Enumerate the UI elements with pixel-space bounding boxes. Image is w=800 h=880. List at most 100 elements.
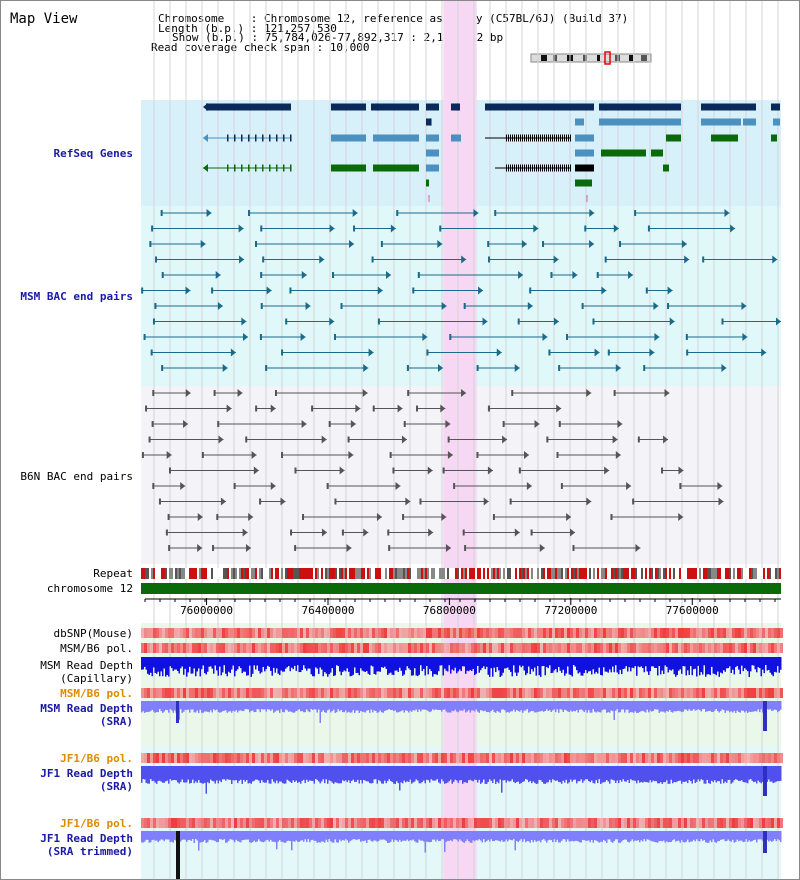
depth-bar	[552, 831, 554, 843]
depth-bar	[283, 657, 285, 672]
depth-bar	[291, 766, 293, 784]
pol-cell	[534, 818, 537, 828]
depth-bar	[291, 831, 293, 851]
depth-bar	[705, 701, 707, 712]
depth-bar	[564, 831, 566, 840]
repeat-element	[475, 568, 477, 579]
pol-cell	[510, 753, 513, 763]
pol-cell	[225, 628, 228, 638]
pol-cell	[759, 818, 762, 828]
pol-cell	[273, 628, 276, 638]
repeat-element	[197, 568, 199, 579]
depth-bar	[748, 657, 750, 677]
depth-bar	[657, 701, 659, 710]
depth-bar	[616, 831, 618, 840]
pol-cell	[459, 753, 462, 763]
pol-cell	[312, 628, 315, 638]
depth-bar	[376, 657, 378, 672]
pol-cell	[480, 688, 483, 698]
gene-exon	[570, 164, 571, 172]
depth-bar	[502, 831, 504, 842]
bac-end-arrow	[502, 435, 508, 444]
depth-bar	[646, 831, 648, 840]
bac-end-arrow	[185, 286, 191, 295]
pol-cell	[732, 818, 735, 828]
pol-cell	[651, 753, 654, 763]
depth-bar	[424, 831, 426, 853]
depth-bar	[574, 657, 576, 667]
depth-bar	[732, 766, 734, 783]
pol-cell	[552, 643, 555, 653]
pol-cell	[663, 643, 666, 653]
pol-cell	[483, 753, 486, 763]
depth-bar	[606, 657, 608, 672]
pol-cell	[234, 628, 237, 638]
repeat-element	[703, 568, 705, 579]
depth-bar	[267, 657, 269, 666]
pol-cell	[309, 688, 312, 698]
repeat-element	[599, 568, 601, 579]
depth-bar	[484, 701, 486, 711]
pol-cell	[447, 753, 450, 763]
pol-cell	[573, 688, 576, 698]
depth-bar	[375, 657, 377, 675]
depth-bar	[637, 657, 639, 667]
pol-cell	[639, 643, 642, 653]
depth-bar	[583, 657, 585, 673]
depth-bar	[463, 701, 465, 710]
depth-bar	[582, 831, 584, 840]
depth-bar	[618, 831, 620, 843]
pol-cell	[768, 818, 771, 828]
depth-bar	[586, 701, 588, 713]
depth-bar	[729, 657, 731, 667]
depth-bar	[598, 657, 600, 668]
depth-bar	[274, 701, 276, 712]
depth-bar	[348, 657, 350, 672]
depth-bar	[735, 766, 737, 780]
depth-bar	[376, 766, 378, 784]
gene-exon	[512, 134, 513, 142]
depth-bar	[496, 766, 498, 782]
pol-cell	[261, 688, 264, 698]
depth-bar	[235, 831, 237, 840]
pol-cell	[570, 628, 573, 638]
depth-bar	[550, 701, 552, 713]
depth-bar	[567, 766, 569, 784]
depth-bar	[676, 701, 678, 711]
pol-cell	[495, 628, 498, 638]
pol-cell	[624, 643, 627, 653]
pol-cell	[672, 753, 675, 763]
depth-bar	[636, 657, 638, 676]
depth-bar	[654, 766, 656, 782]
pol-cell	[396, 643, 399, 653]
bac-end-arrow	[483, 497, 489, 506]
repeat-element	[415, 568, 417, 579]
bac-end-arrow	[718, 497, 724, 506]
depth-bar	[642, 766, 644, 783]
bac-end	[260, 272, 263, 278]
pol-cell	[432, 643, 435, 653]
depth-bar	[478, 831, 480, 840]
repeat-element	[425, 568, 427, 579]
pol-cell	[444, 643, 447, 653]
depth-bar	[771, 657, 773, 675]
depth-bar	[591, 657, 593, 675]
pol-cell	[633, 688, 636, 698]
depth-bar	[171, 657, 173, 669]
depth-bar	[340, 701, 342, 710]
pol-cell	[780, 818, 783, 828]
depth-bar	[259, 831, 261, 842]
depth-bar	[436, 766, 438, 780]
pol-cell	[762, 628, 765, 638]
bac-end-arrow	[206, 209, 212, 217]
depth-bar	[267, 701, 269, 710]
pol-cell	[171, 643, 174, 653]
depth-bar	[160, 766, 162, 782]
depth-bar	[663, 657, 665, 674]
depth-bar	[468, 657, 470, 672]
pol-cell	[216, 818, 219, 828]
pol-cell	[528, 688, 531, 698]
pol-cell	[228, 753, 231, 763]
gene-exon	[451, 134, 461, 142]
